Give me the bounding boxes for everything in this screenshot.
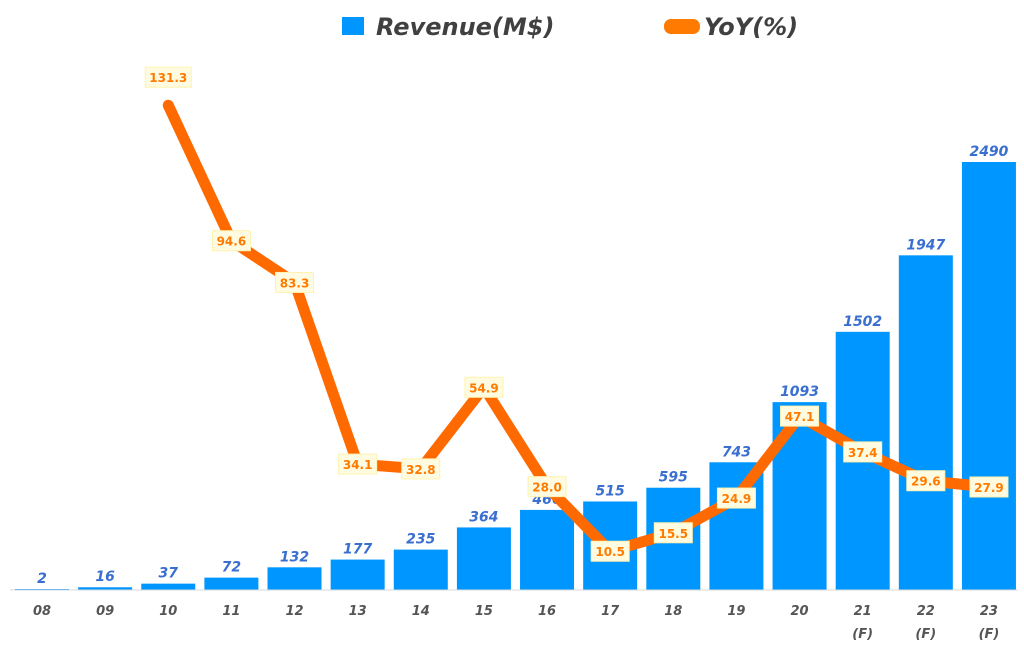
revenue-bar (141, 583, 196, 590)
yoy-label-box (144, 66, 192, 88)
yoy-data-label: 27.9 (974, 481, 1004, 495)
x-tick-sublabel: (F) (915, 627, 936, 642)
x-tick-label: 13 (349, 604, 367, 619)
revenue-data-label: 235 (406, 532, 435, 548)
yoy-label-box (843, 441, 883, 463)
x-tick-label: 10 (159, 604, 177, 619)
legend: Revenue(M$) YoY(%) (342, 13, 798, 41)
yoy-label-box (969, 476, 1009, 498)
x-tick-label: 20 (791, 604, 809, 619)
yoy-label-box (464, 376, 504, 398)
legend-label-revenue: Revenue(M$) (376, 13, 554, 41)
yoy-data-label: 37.4 (848, 446, 878, 460)
yoy-label-box (401, 458, 441, 480)
x-tick-label: 09 (96, 604, 114, 619)
x-tick-label: 22 (917, 604, 935, 619)
revenue-data-label: 177 (343, 542, 372, 558)
yoy-data-label: 32.8 (406, 463, 436, 477)
x-tick-label: 16 (538, 604, 556, 619)
revenue-data-label: 595 (659, 470, 688, 486)
revenue-data-label: 2490 (969, 144, 1008, 160)
x-tick-label: 11 (222, 604, 240, 619)
yoy-label-box (590, 540, 630, 562)
yoy-data-label: 83.3 (280, 276, 310, 290)
yoy-label-box (653, 522, 693, 544)
yoy-data-label: 94.6 (217, 235, 247, 249)
revenue-bar (898, 255, 953, 590)
revenue-bar (78, 587, 133, 590)
revenue-bar (520, 509, 575, 590)
x-tick-label: 14 (412, 604, 430, 619)
yoy-data-label: 54.9 (469, 381, 499, 395)
revenue-bar (393, 549, 448, 590)
yoy-label-box (716, 487, 756, 509)
revenue-bar (267, 567, 322, 590)
yoy-data-label: 28.0 (532, 481, 562, 495)
revenue-data-label: 1502 (843, 314, 882, 330)
revenue-data-label: 1093 (780, 384, 819, 400)
x-tick-label: 15 (475, 604, 493, 619)
legend-swatch-revenue (342, 17, 364, 35)
x-tick-label: 18 (664, 604, 682, 619)
revenue-data-label: 72 (222, 560, 241, 576)
yoy-label-box (275, 271, 315, 293)
x-tick-label: 21 (854, 604, 872, 619)
revenue-data-label: 515 (596, 483, 625, 499)
revenue-data-label: 1947 (906, 237, 945, 253)
revenue-data-label: 743 (722, 444, 751, 460)
x-axis-ticks: 08 09 10 11 12 13 14 15 16 17 18 19 20 21 (F) 22 (F) 23 (F… (33, 604, 999, 642)
x-tick-sublabel: (F) (979, 627, 1000, 642)
revenue-data-label: 364 (469, 509, 498, 525)
x-tick-label: 12 (285, 604, 303, 619)
yoy-data-label: 47.1 (785, 410, 815, 424)
x-tick-label: 08 (33, 604, 51, 619)
revenue-data-label: 2 (37, 571, 47, 587)
yoy-data-label: 34.1 (343, 458, 373, 472)
revenue-bar (204, 577, 259, 590)
revenue-data-label: 132 (280, 549, 309, 565)
yoy-label-box (906, 470, 946, 492)
yoy-data-label: 10.5 (595, 545, 625, 559)
legend-label-yoy: YoY(%) (704, 13, 798, 41)
x-tick-label: 17 (601, 604, 620, 619)
x-tick-sublabel: (F) (852, 627, 873, 642)
yoy-data-label: 24.9 (722, 492, 752, 506)
yoy-label-box (780, 405, 820, 427)
revenue-bar (456, 527, 511, 590)
revenue-bar (330, 559, 385, 590)
revenue-bar (961, 162, 1016, 590)
yoy-label-box (211, 230, 251, 252)
yoy-data-label: 29.6 (911, 475, 941, 489)
yoy-data-label: 131.3 (149, 71, 187, 85)
legend-swatch-yoy (664, 19, 700, 34)
x-tick-label: 19 (727, 604, 745, 619)
revenue-data-label: 37 (159, 566, 179, 582)
yoy-line: 131.3 94.6 83.3 34.1 32.8 54.9 28.0 10.5 15.5 24.… (144, 66, 1009, 562)
yoy-label-box (338, 453, 378, 475)
yoy-data-label: 15.5 (658, 527, 688, 541)
yoy-label-box (527, 476, 567, 498)
x-tick-label: 23 (980, 604, 998, 619)
revenue-data-label: 16 (95, 569, 115, 585)
